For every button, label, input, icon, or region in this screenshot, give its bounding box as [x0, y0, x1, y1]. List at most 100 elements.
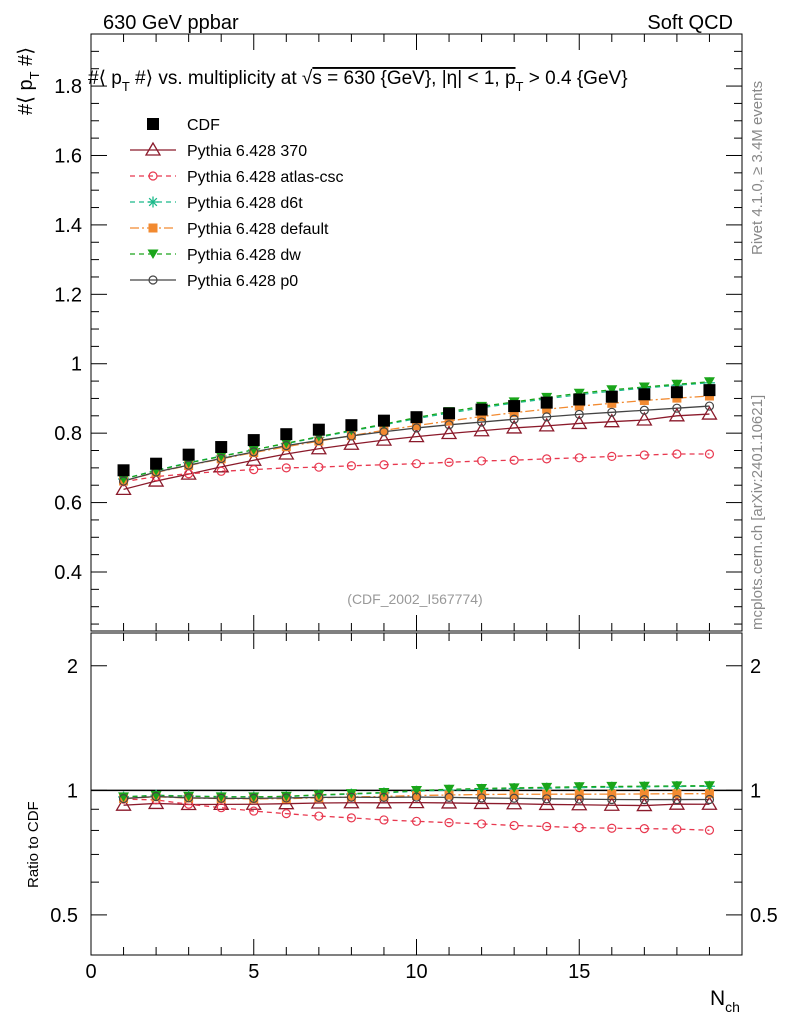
x-tick-label: 15 [568, 961, 590, 983]
y-tick-label: 0.6 [54, 493, 82, 515]
data-point [215, 441, 228, 454]
ratio-point [701, 795, 718, 810]
ratio-point [343, 794, 360, 809]
data-point [672, 449, 682, 459]
ratio-point [542, 821, 552, 832]
ratio-tick-label-right: 1 [750, 780, 761, 802]
data-point [639, 450, 649, 460]
legend-entry: Pythia 6.428 atlas-csc [130, 169, 344, 186]
ratio-point [115, 796, 132, 811]
ratio-point [313, 790, 325, 800]
ratio-tick-label-left: 1 [67, 780, 78, 802]
data-point [701, 405, 718, 420]
ratio-point [607, 794, 617, 805]
ratio-tick-label-right: 0.5 [750, 905, 778, 927]
data-point [638, 382, 650, 392]
data-point [573, 393, 586, 406]
data-point [475, 403, 488, 416]
ratio-point [280, 791, 292, 802]
legend-label: Pythia 6.428 default [187, 221, 329, 238]
ratio-point [216, 803, 226, 813]
data-point [150, 457, 163, 470]
data-point [280, 428, 293, 441]
ratio-tick-label-left: 0.5 [50, 905, 78, 927]
ratio-point [408, 794, 425, 809]
ratio-series-markers [115, 780, 718, 835]
data-point [542, 404, 552, 414]
ratio-point [476, 783, 488, 794]
ratio-point [672, 824, 682, 834]
ratio-point [639, 789, 649, 799]
legend-label: Pythia 6.428 atlas-csc [187, 169, 344, 186]
ratio-point [379, 815, 389, 825]
ratio-point [672, 789, 682, 799]
data-point [509, 455, 519, 465]
data-point [377, 414, 390, 427]
data-point [639, 396, 649, 406]
data-point [671, 379, 683, 390]
data-point [408, 428, 425, 443]
data-point [410, 411, 423, 424]
ratio-point [411, 816, 422, 826]
data-point [607, 407, 617, 417]
ratio-point [508, 783, 520, 793]
ratio-point [216, 793, 226, 803]
ratio-point [704, 789, 714, 799]
data-point [314, 462, 324, 472]
ratio-point [443, 784, 455, 795]
main-series-markers [115, 377, 718, 496]
ratio-point [444, 790, 454, 800]
legend-entry: Pythia 6.428 default [130, 221, 329, 238]
data-point [182, 448, 195, 461]
legend-marker [148, 223, 158, 233]
data-point [508, 400, 521, 413]
ratio-tick-label-left: 2 [67, 656, 78, 678]
data-point [509, 408, 519, 418]
legend-entry: Pythia 6.428 dw [130, 247, 301, 264]
data-point [603, 413, 620, 428]
legend-entry: Pythia 6.428 370 [130, 141, 307, 160]
ratio-point [477, 793, 487, 803]
data-point [249, 447, 259, 457]
data-point [672, 403, 682, 413]
x-tick-label: 10 [405, 961, 427, 983]
data-point [216, 466, 226, 476]
ratio-point [607, 823, 617, 833]
legend-label: Pythia 6.428 p0 [187, 273, 298, 290]
data-point [440, 425, 458, 440]
y-tick-label: 0.8 [54, 423, 82, 445]
ratio-point [671, 781, 683, 791]
ratio-point [440, 794, 458, 809]
data-point [379, 425, 389, 435]
ratio-point [314, 811, 324, 821]
ratio-point [574, 789, 584, 799]
data-point [477, 456, 487, 466]
y-tick-label: 1 [71, 354, 82, 376]
ratio-point [636, 797, 653, 812]
y-tick-label: 1.2 [54, 284, 82, 306]
legend-marker [147, 196, 159, 208]
plot-title-part1: #⟨ p [88, 68, 122, 89]
data-point [443, 407, 456, 420]
ratio-point [573, 782, 585, 792]
data-point [183, 458, 195, 469]
data-point [639, 405, 649, 415]
data-point [118, 474, 130, 484]
data-point [216, 453, 226, 464]
data-point [538, 417, 555, 432]
data-point [574, 453, 584, 463]
data-point [607, 398, 617, 408]
data-point [542, 454, 552, 464]
data-point [147, 472, 165, 487]
ratio-point [668, 795, 686, 810]
data-point [636, 411, 653, 426]
plot-title-part4: > 0.4 {GeV} [523, 68, 627, 89]
x-tick-label: 0 [85, 961, 96, 983]
data-point [118, 476, 129, 486]
ratio-point [346, 792, 356, 802]
data-point [668, 407, 686, 422]
legend-entry: Pythia 6.428 p0 [130, 273, 298, 290]
data-point [215, 451, 227, 462]
y-tick-label: 1.6 [54, 145, 82, 167]
ratio-point [574, 823, 584, 833]
